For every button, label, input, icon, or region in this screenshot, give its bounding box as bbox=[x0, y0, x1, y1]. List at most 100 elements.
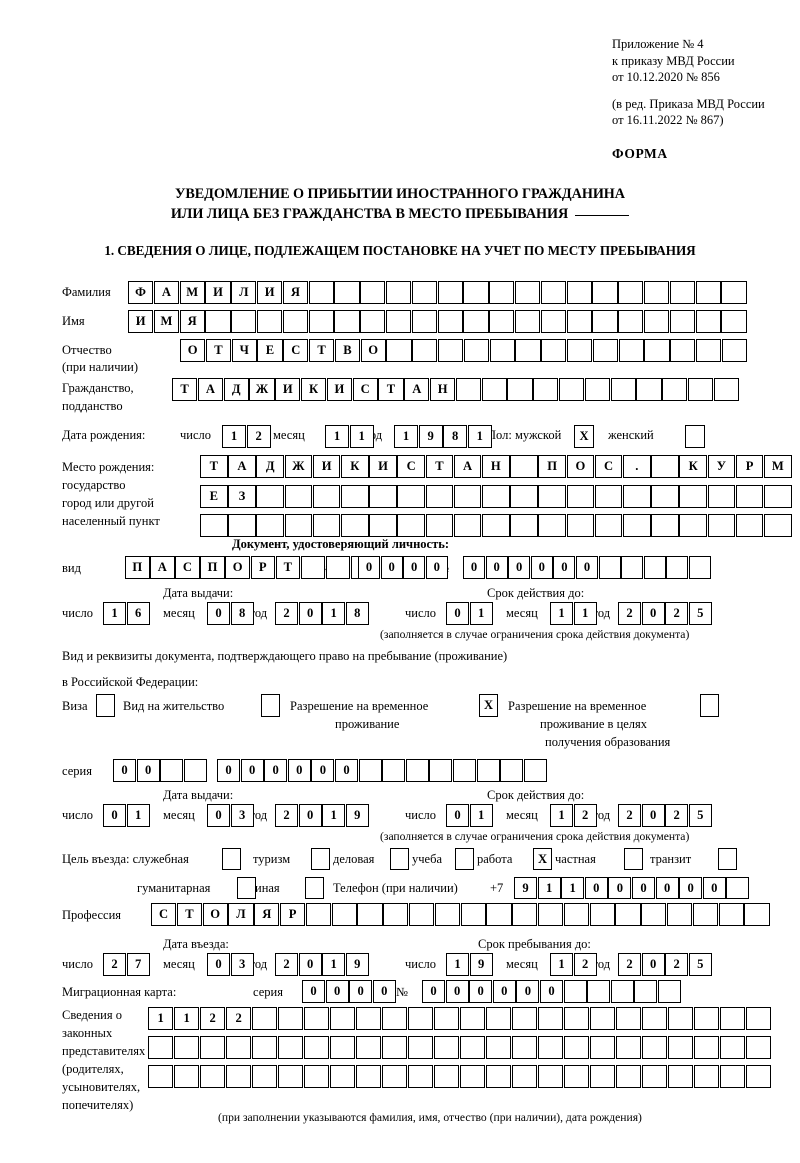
surname-cell-1[interactable]: А bbox=[153, 281, 179, 304]
surname-cell-22[interactable] bbox=[695, 281, 721, 304]
migration-number-cell-3[interactable]: 0 bbox=[492, 980, 516, 1003]
firstname-cell-3[interactable] bbox=[205, 310, 231, 333]
doc-valid-day-cell-0[interactable]: 0 bbox=[446, 602, 469, 625]
legal-rep-row1-cell-19[interactable] bbox=[642, 1007, 668, 1030]
doc-number-cell-9[interactable] bbox=[666, 556, 689, 579]
migration-number-cell-7[interactable] bbox=[587, 980, 611, 1003]
birthplace-state-cell-2[interactable]: Д bbox=[256, 455, 284, 478]
legal-rep-row3-cell-2[interactable] bbox=[200, 1065, 226, 1088]
legal-rep-row1-cell-21[interactable] bbox=[694, 1007, 720, 1030]
doc-issue-year-cell-1[interactable]: 0 bbox=[298, 602, 322, 625]
legal-rep-row2-cell-1[interactable] bbox=[174, 1036, 200, 1059]
surname-cell-17[interactable] bbox=[566, 281, 592, 304]
birthplace-city-row1-cell-2[interactable] bbox=[256, 485, 284, 508]
legal-rep-row2-cell-10[interactable] bbox=[408, 1036, 434, 1059]
birthplace-city-row2-cell-6[interactable] bbox=[369, 514, 397, 537]
phone-cell-6[interactable]: 0 bbox=[655, 877, 679, 899]
birthplace-city-row2-cell-15[interactable] bbox=[623, 514, 651, 537]
purpose-work-checkbox[interactable]: X bbox=[533, 848, 552, 870]
doc-series-cell-1[interactable]: 0 bbox=[380, 556, 403, 579]
legal-rep-row2-cell-19[interactable] bbox=[642, 1036, 668, 1059]
surname-cell-0[interactable]: Ф bbox=[128, 281, 154, 304]
doc-kind-cell-0[interactable]: П bbox=[125, 556, 150, 579]
stay-year-cell-1[interactable]: 0 bbox=[641, 953, 665, 976]
migration-series-cell-1[interactable]: 0 bbox=[325, 980, 349, 1003]
birthplace-city-row2-cell-20[interactable] bbox=[764, 514, 792, 537]
doc-number-cell-10[interactable] bbox=[689, 556, 711, 579]
doc-number-cell-6[interactable] bbox=[598, 556, 621, 579]
migration-series-cell-0[interactable]: 0 bbox=[302, 980, 325, 1003]
migration-number-cell-5[interactable]: 0 bbox=[540, 980, 563, 1003]
firstname-cell-1[interactable]: М bbox=[153, 310, 179, 333]
entry-day-cell-1[interactable]: 7 bbox=[126, 953, 150, 976]
entry-month-cell-1[interactable]: 3 bbox=[230, 953, 254, 976]
patronymic-cell-10[interactable] bbox=[438, 339, 464, 362]
birthplace-city-row2-cell-12[interactable] bbox=[538, 514, 566, 537]
birthplace-city-row1-cell-12[interactable] bbox=[538, 485, 566, 508]
legal-rep-row2-cell-2[interactable] bbox=[200, 1036, 226, 1059]
permit-number-cell-4[interactable]: 0 bbox=[311, 759, 335, 782]
birthplace-city-row1-cell-15[interactable] bbox=[623, 485, 651, 508]
doc-issue-day-cell-0[interactable]: 1 bbox=[103, 602, 126, 625]
firstname-cell-14[interactable] bbox=[489, 310, 515, 333]
birthplace-city-row2-cell-1[interactable] bbox=[228, 514, 256, 537]
citizenship-cell-3[interactable]: Ж bbox=[249, 378, 275, 401]
profession-cell-20[interactable] bbox=[667, 903, 693, 926]
citizenship-cell-18[interactable] bbox=[636, 378, 662, 401]
birthplace-city-row1-cell-16[interactable] bbox=[651, 485, 679, 508]
stay-year-cell-2[interactable]: 2 bbox=[665, 953, 689, 976]
legal-rep-row2-cell-5[interactable] bbox=[278, 1036, 304, 1059]
birthplace-city-row2-cell-10[interactable] bbox=[482, 514, 510, 537]
permit-issue-year-cell-1[interactable]: 0 bbox=[298, 804, 322, 827]
patronymic-cell-4[interactable]: С bbox=[283, 339, 309, 362]
permit-number-cell-5[interactable]: 0 bbox=[335, 759, 358, 782]
firstname-cell-7[interactable] bbox=[308, 310, 334, 333]
citizenship-cell-8[interactable]: Т bbox=[378, 378, 404, 401]
doc-issue-year-cell-3[interactable]: 8 bbox=[345, 602, 369, 625]
doc-kind-cell-1[interactable]: А bbox=[150, 556, 175, 579]
surname-cell-21[interactable] bbox=[669, 281, 695, 304]
firstname-cell-5[interactable] bbox=[257, 310, 283, 333]
legal-rep-row3-cell-17[interactable] bbox=[590, 1065, 616, 1088]
firstname-cell-20[interactable] bbox=[644, 310, 670, 333]
legal-rep-row3-cell-19[interactable] bbox=[642, 1065, 668, 1088]
citizenship-cell-2[interactable]: Д bbox=[223, 378, 249, 401]
birthplace-state-cell-9[interactable]: А bbox=[453, 455, 482, 478]
birthplace-state-cell-10[interactable]: Н bbox=[482, 455, 510, 478]
permit-series-cell-1[interactable]: 0 bbox=[136, 759, 160, 782]
profession-cell-10[interactable] bbox=[409, 903, 435, 926]
legal-rep-row3-cell-15[interactable] bbox=[538, 1065, 564, 1088]
birthplace-state-cell-16[interactable] bbox=[651, 455, 679, 478]
birthplace-city-row1-cell-19[interactable] bbox=[735, 485, 764, 508]
stay-day-cell-0[interactable]: 1 bbox=[446, 953, 469, 976]
birthplace-city-row1-cell-13[interactable] bbox=[566, 485, 595, 508]
doc-issue-month-cell-0[interactable]: 0 bbox=[207, 602, 230, 625]
doc-kind-cell-8[interactable] bbox=[325, 556, 351, 579]
birth-year-cell-2[interactable]: 8 bbox=[443, 425, 468, 448]
firstname-cell-13[interactable] bbox=[463, 310, 489, 333]
birth-day-cell-1[interactable]: 2 bbox=[246, 425, 271, 448]
citizenship-cell-14[interactable] bbox=[533, 378, 559, 401]
firstname-cell-6[interactable] bbox=[282, 310, 308, 333]
permit-valid-year-cell-3[interactable]: 5 bbox=[688, 804, 712, 827]
legal-rep-row3-cell-13[interactable] bbox=[486, 1065, 512, 1088]
migration-number-cell-2[interactable]: 0 bbox=[469, 980, 493, 1003]
birth-day-cell-0[interactable]: 1 bbox=[222, 425, 246, 448]
patronymic-cell-5[interactable]: Т bbox=[309, 339, 335, 362]
legal-rep-row3-cell-10[interactable] bbox=[408, 1065, 434, 1088]
migration-number-cell-0[interactable]: 0 bbox=[422, 980, 445, 1003]
legal-rep-row3-cell-0[interactable] bbox=[148, 1065, 174, 1088]
birthplace-city-row2-cell-8[interactable] bbox=[425, 514, 454, 537]
surname-cell-10[interactable] bbox=[386, 281, 412, 304]
firstname-cell-0[interactable]: И bbox=[128, 310, 154, 333]
birthplace-city-row1-cell-17[interactable] bbox=[679, 485, 707, 508]
entry-day-cell-0[interactable]: 2 bbox=[103, 953, 126, 976]
purpose-private-checkbox[interactable] bbox=[624, 848, 643, 870]
firstname-cell-8[interactable] bbox=[334, 310, 360, 333]
permit-number-cell-10[interactable] bbox=[453, 759, 476, 782]
surname-cell-3[interactable]: И bbox=[205, 281, 231, 304]
doc-valid-year-cell-1[interactable]: 0 bbox=[641, 602, 665, 625]
doc-issue-year-cell-0[interactable]: 2 bbox=[275, 602, 298, 625]
sex-male-checkbox[interactable]: X bbox=[574, 425, 594, 448]
doc-valid-month-cell-0[interactable]: 1 bbox=[550, 602, 573, 625]
